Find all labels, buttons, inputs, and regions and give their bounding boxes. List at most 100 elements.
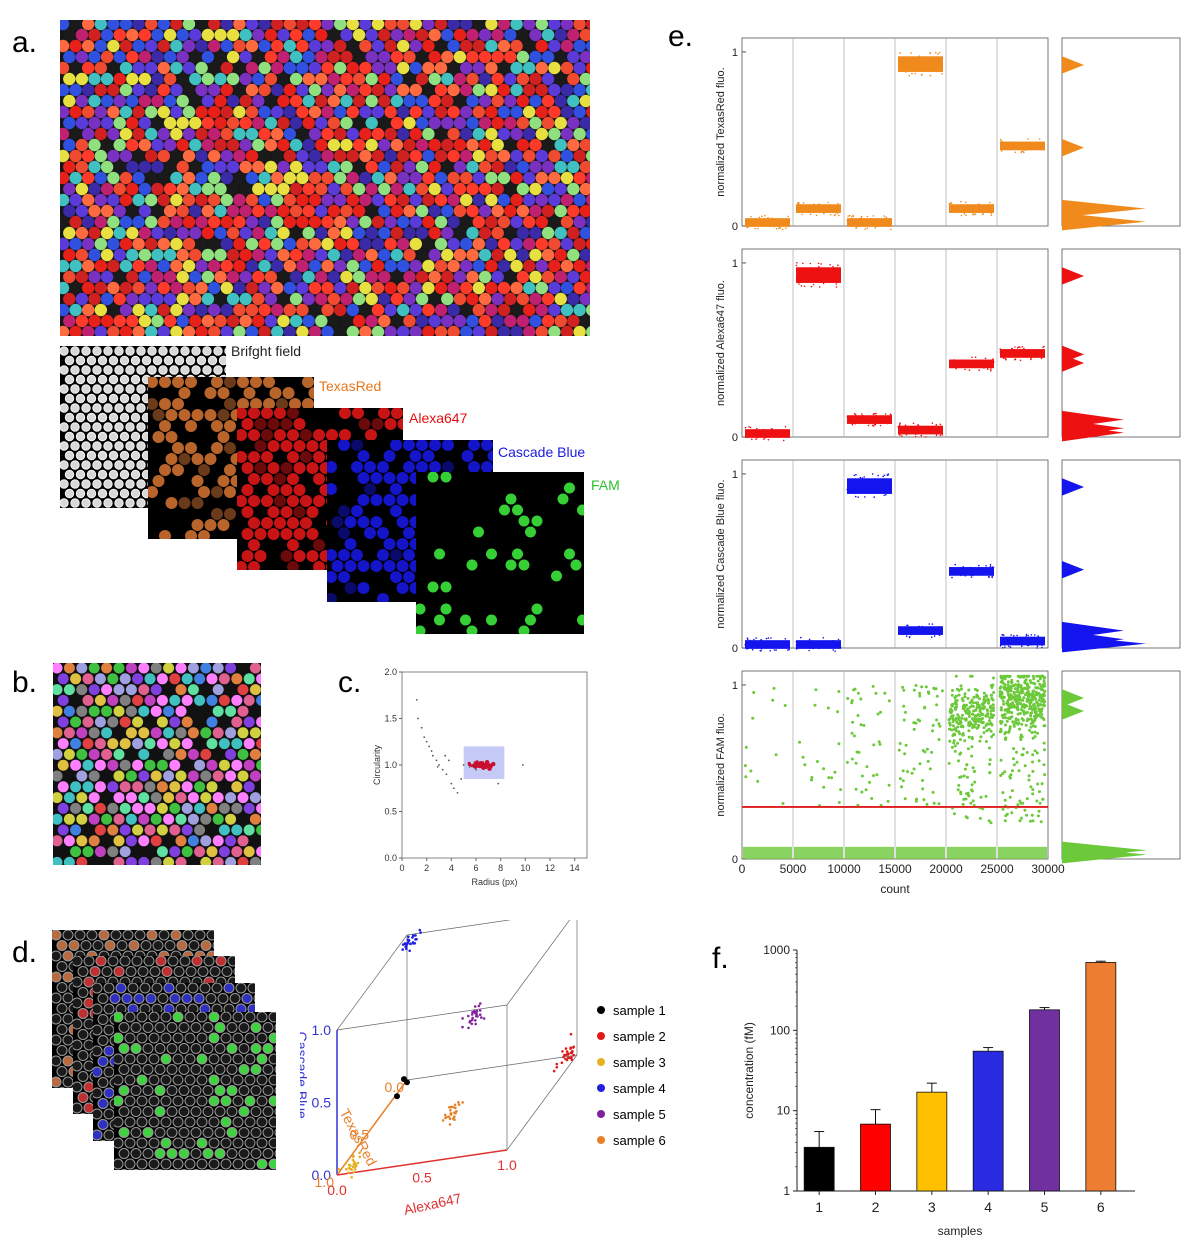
fluo-point [929, 52, 932, 55]
fluo-point [819, 286, 821, 288]
fluo-point [1004, 646, 1006, 648]
fluo-point [822, 209, 825, 211]
droplet [344, 582, 357, 594]
droplet [126, 116, 139, 130]
droplet [220, 1116, 232, 1128]
droplet [252, 1169, 260, 1170]
droplet [119, 802, 131, 814]
droplet [220, 1053, 232, 1065]
droplet [159, 464, 171, 476]
cluster-point [564, 1047, 568, 1050]
droplet [218, 824, 230, 836]
droplet [200, 770, 212, 782]
fluo-point [761, 215, 763, 218]
droplet [63, 705, 75, 717]
droplet [243, 738, 255, 750]
droplet [196, 1053, 208, 1065]
droplet [447, 20, 460, 31]
droplet [518, 625, 530, 634]
fluo-point [960, 697, 964, 701]
droplet [70, 824, 82, 836]
droplet [60, 498, 69, 508]
droplet [169, 824, 181, 836]
droplet [75, 50, 89, 64]
droplet [69, 105, 82, 119]
y-tick-label: 1.0 [315, 1174, 335, 1190]
droplet [124, 1158, 136, 1170]
droplet [478, 226, 492, 240]
fluo-point [907, 427, 909, 430]
fluo-point [971, 766, 975, 770]
histogram-peak [1062, 212, 1146, 231]
droplet [81, 441, 91, 451]
droplet [535, 281, 548, 295]
fluo-point [835, 643, 837, 645]
droplet [145, 259, 158, 273]
fluo-point [905, 433, 908, 436]
fluo-point [970, 789, 974, 793]
droplet [274, 495, 286, 507]
droplet [250, 377, 262, 388]
droplet [346, 105, 359, 119]
fluo-point [999, 727, 1003, 731]
droplet [243, 802, 255, 814]
fluo-point [806, 209, 808, 212]
droplet [64, 431, 75, 442]
droplet [185, 530, 197, 539]
droplet [258, 39, 271, 53]
droplet [189, 292, 202, 306]
droplet [76, 835, 88, 847]
fam-image [416, 472, 584, 634]
droplet [103, 460, 113, 470]
droplet [510, 61, 523, 75]
droplet [289, 204, 303, 218]
droplet [157, 325, 170, 336]
droplet [163, 204, 177, 218]
droplet [308, 20, 322, 31]
cluster-point [566, 1056, 570, 1060]
droplet [196, 1074, 208, 1086]
droplet [516, 50, 530, 64]
droplet [185, 355, 196, 366]
fluo-point [1011, 347, 1013, 350]
droplet [340, 182, 353, 196]
cluster-point [479, 1002, 482, 1005]
droplet [384, 171, 397, 185]
droplet [226, 28, 240, 42]
fluo-point [966, 747, 970, 751]
fluo-point [930, 62, 932, 65]
fluo-point [978, 739, 982, 743]
droplet [187, 748, 199, 760]
droplet [108, 355, 119, 366]
droplet [447, 105, 460, 119]
droplet [245, 39, 259, 53]
fluo-point [973, 769, 976, 773]
fluo-point [902, 631, 904, 633]
fluo-point [749, 642, 751, 645]
fluo-point [978, 366, 980, 369]
droplet [94, 215, 107, 229]
droplet [125, 856, 137, 868]
cluster-point [449, 1112, 453, 1115]
droplet [208, 171, 221, 185]
droplet [409, 61, 422, 75]
fluo-point [966, 696, 970, 700]
fluo-point [777, 436, 780, 438]
fluo-point [914, 799, 918, 803]
fluo-point [814, 688, 818, 692]
droplet [422, 259, 435, 273]
droplet [94, 738, 106, 750]
droplet [409, 303, 422, 317]
fluo-point [914, 72, 917, 75]
droplet [64, 393, 75, 404]
fluo-point [833, 214, 835, 217]
fluo-point [999, 685, 1003, 689]
droplet [225, 792, 237, 804]
droplet [81, 384, 91, 394]
droplet [114, 1032, 124, 1044]
droplet [351, 461, 363, 473]
droplet [60, 479, 69, 489]
fluo-point [1023, 347, 1025, 350]
droplet [189, 270, 202, 284]
droplet [441, 116, 454, 130]
